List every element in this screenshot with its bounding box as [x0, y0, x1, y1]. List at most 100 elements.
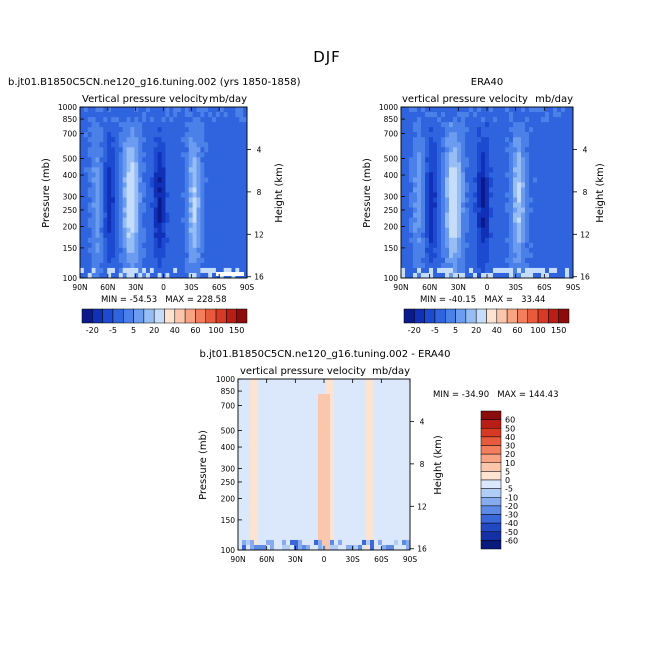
heatmap-cell	[374, 394, 379, 400]
heatmap-cell	[266, 429, 271, 435]
heatmap-cell	[346, 479, 351, 486]
heatmap-cell	[330, 444, 335, 450]
heatmap-cell	[243, 252, 248, 259]
heatmap-cell	[99, 127, 104, 133]
heatmap-cell	[477, 257, 482, 264]
heatmap-cell	[445, 232, 450, 239]
heatmap-cell	[118, 107, 124, 113]
colorbar-swatch	[403, 308, 415, 324]
heatmap-cell	[254, 534, 259, 541]
heatmap-cell	[441, 147, 446, 153]
heatmap-cell	[111, 232, 116, 239]
heatmap-cell	[402, 464, 407, 470]
colorbar-label: 100	[208, 326, 223, 335]
y-tick-label: 400	[63, 171, 78, 180]
heatmap-cell	[266, 489, 271, 496]
heatmap-cell	[243, 202, 248, 208]
heatmap-cell	[473, 142, 478, 148]
heatmap-cell	[501, 172, 506, 178]
heatmap-cell	[413, 127, 418, 133]
heatmap-cell	[223, 267, 228, 274]
heatmap-cell	[338, 404, 343, 410]
heatmap-cell	[114, 212, 120, 219]
heatmap-cell	[457, 147, 462, 153]
heatmap-cell	[374, 439, 379, 445]
heatmap-cell	[91, 237, 96, 244]
heatmap-cell	[557, 237, 562, 244]
heatmap-cell	[173, 122, 178, 128]
heatmap-cell	[103, 162, 108, 168]
heatmap-cell	[425, 212, 430, 219]
heatmap-cell	[254, 474, 259, 480]
heatmap-cell	[461, 202, 466, 208]
heatmap-cell	[318, 539, 323, 546]
heatmap-cell	[153, 187, 159, 193]
heatmap-cell	[521, 162, 526, 168]
heatmap-cell	[402, 394, 407, 400]
heatmap-cell	[370, 389, 375, 395]
heatmap-cell	[282, 519, 287, 526]
heatmap-cell	[149, 142, 155, 148]
heatmap-cell	[169, 207, 174, 214]
heatmap-cell	[429, 162, 434, 168]
heatmap-cell	[326, 419, 331, 425]
heatmap-cell	[561, 177, 566, 183]
heatmap-cell	[509, 142, 514, 148]
heatmap-cell	[146, 162, 151, 168]
heatmap-cell	[513, 207, 518, 214]
heatmap-cell	[239, 222, 244, 229]
heatmap-cell	[91, 187, 96, 193]
heatmap-cell	[521, 272, 526, 279]
heatmap-cell	[473, 127, 478, 133]
heatmap-cell	[322, 489, 327, 496]
heatmap-cell	[238, 504, 243, 511]
colorbar-swatch	[480, 497, 502, 507]
heatmap-cell	[449, 162, 454, 168]
heatmap-cell	[358, 399, 363, 405]
heatmap-cell	[481, 257, 486, 264]
colorbar-label: 20	[471, 326, 481, 335]
heatmap-cell	[330, 534, 335, 541]
heatmap-cell	[286, 384, 291, 390]
heatmap-cell	[457, 197, 462, 203]
heatmap-cell	[266, 379, 271, 385]
heatmap-cell	[441, 187, 446, 193]
colorbar-swatch	[480, 479, 502, 489]
heatmap-cell	[153, 112, 159, 118]
heatmap-cell	[83, 167, 89, 173]
heatmap-cell	[457, 117, 462, 123]
heatmap-cell	[354, 389, 359, 395]
heatmap-cell	[405, 167, 410, 173]
heatmap-cell	[501, 132, 506, 138]
heatmap-cell	[118, 117, 124, 123]
heatmap-cell	[398, 474, 403, 480]
heatmap-cell	[413, 237, 418, 244]
heatmap-cell	[130, 132, 135, 138]
heatmap-cell	[421, 197, 426, 203]
heatmap-cell	[537, 147, 542, 153]
heatmap-cell	[200, 212, 205, 219]
y-tick-label: 100	[63, 274, 78, 283]
heatmap-cell	[370, 534, 375, 541]
heatmap-cell	[274, 449, 279, 455]
heatmap-cell	[382, 504, 387, 511]
heatmap-cell	[157, 137, 162, 143]
heatmap-cell	[165, 192, 170, 198]
heatmap-cell	[413, 172, 418, 178]
heatmap-cell	[394, 429, 399, 435]
heatmap-cell	[290, 484, 295, 491]
heatmap-cell	[200, 152, 205, 158]
heatmap-cell	[374, 434, 379, 440]
heatmap-cell	[549, 172, 554, 178]
heatmap-cell	[473, 182, 478, 188]
heatmap-cell	[437, 272, 442, 279]
heatmap-cell	[334, 504, 339, 511]
heatmap-cell	[95, 167, 100, 173]
heatmap-cell	[200, 167, 205, 173]
heatmap-cell	[83, 207, 89, 214]
heatmap-cell	[99, 172, 104, 178]
heatmap-cell	[493, 252, 498, 259]
heatmap-cell	[378, 519, 383, 526]
heatmap-cell	[238, 529, 243, 536]
heatmap-cell	[157, 192, 162, 198]
